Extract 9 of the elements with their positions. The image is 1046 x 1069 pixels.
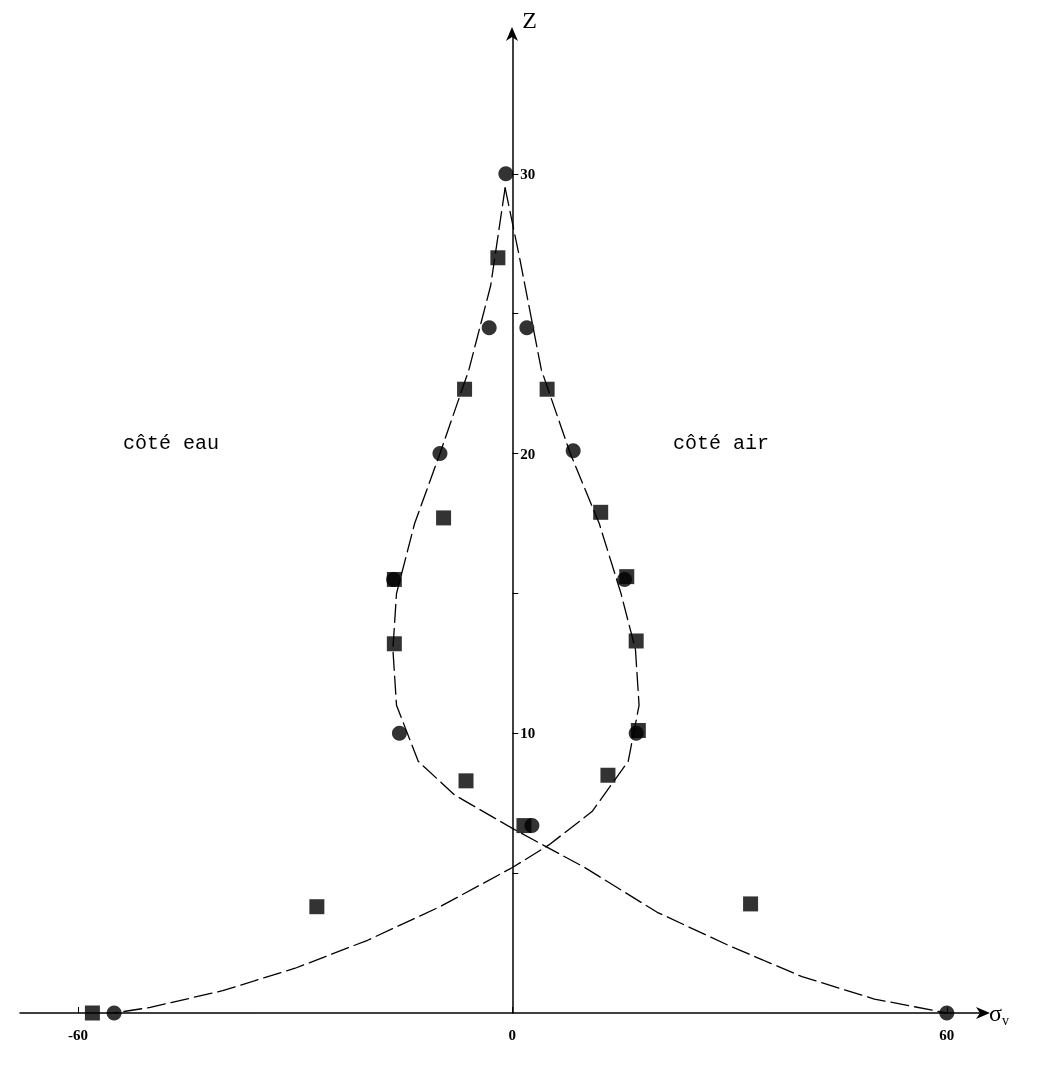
x-tick-label: -60 xyxy=(67,1026,88,1043)
annotation: côté air xyxy=(673,431,770,455)
x-tick-label: 60 xyxy=(939,1026,955,1043)
x-tick-label: 0 xyxy=(508,1026,517,1043)
y-axis-title: Z xyxy=(522,7,538,33)
y-tick-label: 30 xyxy=(520,165,536,182)
y-tick-label: 20 xyxy=(520,445,536,462)
annotation: côté eau xyxy=(123,431,220,455)
y-tick-label: 10 xyxy=(520,725,536,742)
